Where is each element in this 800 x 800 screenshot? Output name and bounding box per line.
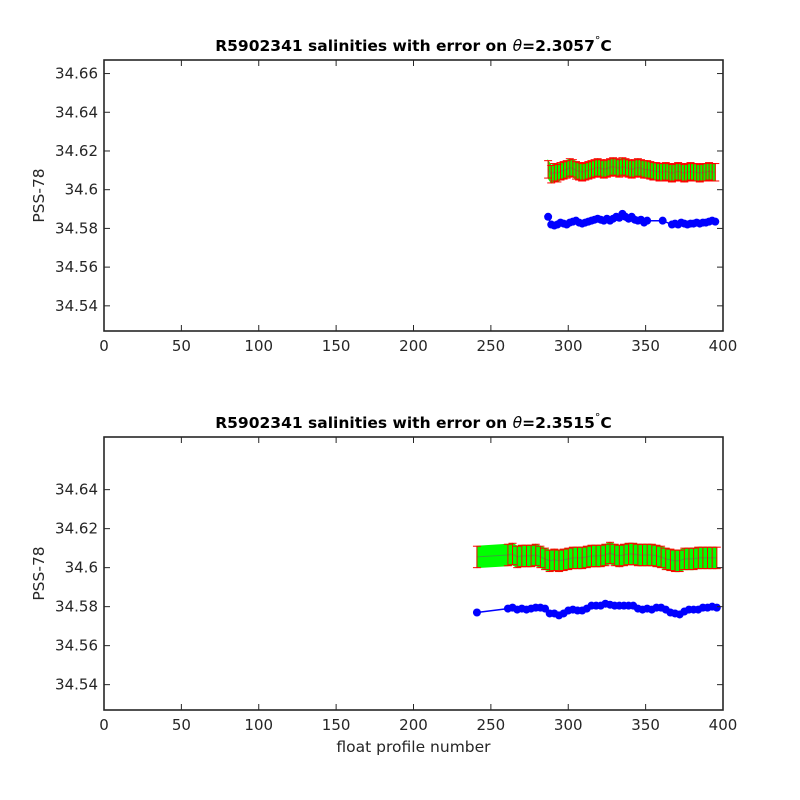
x-tick-label: 400 (709, 716, 738, 734)
error-bar (647, 543, 656, 567)
y-tick-label: 34.6 (65, 559, 98, 577)
error-bar (513, 545, 522, 569)
y-axis-label: PSS-78 (30, 168, 48, 222)
x-tick-label: 400 (709, 337, 738, 355)
y-tick-label: 34.54 (55, 676, 98, 694)
error-bar (559, 548, 568, 572)
error-bar (536, 545, 545, 569)
x-tick-label: 350 (631, 716, 660, 734)
chart-title-degree: ° (595, 411, 601, 424)
error-bar (596, 544, 605, 568)
x-tick-label: 0 (99, 337, 109, 355)
y-tick-label: 34.62 (55, 142, 98, 160)
error-bar (601, 543, 610, 567)
top-chart-panel: R5902341 salinities with error on θ=2.30… (30, 34, 737, 355)
raw-salinity-point (472, 608, 481, 617)
x-tick-label: 100 (244, 716, 273, 734)
error-bar (550, 548, 559, 572)
error-bar (582, 545, 591, 569)
chart-title-value: =2.3515 (522, 414, 595, 432)
x-tick-label: 0 (99, 716, 109, 734)
error-bar (666, 548, 675, 572)
x-tick-label: 50 (172, 337, 191, 355)
error-bar (508, 542, 517, 566)
chart-title-unit: C (600, 414, 611, 432)
error-bar (629, 542, 638, 566)
chart-title: R5902341 salinities with error on θ=2.30… (215, 34, 612, 55)
error-bar (712, 546, 721, 570)
x-tick-label: 200 (399, 716, 428, 734)
error-bar (541, 547, 550, 571)
y-tick-label: 34.56 (55, 637, 98, 655)
raw-salinity-point (544, 212, 553, 221)
error-bar (564, 547, 573, 571)
x-tick-label: 250 (477, 716, 506, 734)
error-bar (689, 547, 698, 571)
x-tick-label: 50 (172, 716, 191, 734)
error-bar (657, 545, 666, 569)
y-axis-label: PSS-78 (30, 546, 48, 600)
raw-salinity-point (643, 216, 652, 225)
chart-title-unit: C (600, 37, 611, 55)
error-bar (527, 544, 536, 568)
error-bar (615, 544, 624, 568)
error-bar (661, 547, 670, 571)
error-bar (675, 549, 684, 573)
raw-salinity-point (711, 217, 720, 226)
y-tick-label: 34.58 (55, 219, 98, 237)
x-tick-label: 300 (554, 337, 583, 355)
y-tick-label: 34.62 (55, 520, 98, 538)
error-bar (652, 544, 661, 568)
error-bar (545, 549, 554, 573)
x-tick-label: 200 (399, 337, 428, 355)
error-bar (503, 543, 512, 567)
chart-title-text: R5902341 salinities with error on (215, 414, 512, 432)
error-bar (610, 543, 619, 567)
x-axis-label: float profile number (336, 738, 491, 756)
x-tick-label: 350 (631, 337, 660, 355)
error-bar (472, 545, 481, 569)
chart-title: R5902341 salinities with error on θ=2.35… (215, 411, 612, 432)
chart-title-theta: θ (513, 37, 523, 55)
y-tick-label: 34.66 (55, 65, 98, 83)
error-bar (531, 543, 540, 567)
error-bar (554, 549, 563, 573)
x-tick-label: 300 (554, 716, 583, 734)
y-tick-label: 34.6 (65, 181, 98, 199)
chart-title-degree: ° (595, 34, 601, 47)
bottom-chart-panel: R5902341 salinities with error on θ=2.35… (30, 411, 737, 756)
chart-title-theta: θ (513, 414, 523, 432)
error-bar (619, 543, 628, 567)
error-bar (578, 546, 587, 570)
y-tick-label: 34.64 (55, 481, 98, 499)
raw-salinity-point (658, 216, 667, 225)
chart-title-text: R5902341 salinities with error on (215, 37, 512, 55)
chart-title-value: =2.3057 (522, 37, 595, 55)
raw-salinity-point (712, 603, 721, 612)
x-tick-label: 150 (322, 716, 351, 734)
y-tick-label: 34.56 (55, 258, 98, 276)
error-bar (711, 163, 720, 182)
y-tick-label: 34.54 (55, 297, 98, 315)
error-bar (606, 541, 615, 565)
x-tick-label: 250 (477, 337, 506, 355)
x-tick-label: 150 (322, 337, 351, 355)
y-tick-label: 34.64 (55, 103, 98, 121)
x-tick-label: 100 (244, 337, 273, 355)
y-tick-label: 34.58 (55, 598, 98, 616)
